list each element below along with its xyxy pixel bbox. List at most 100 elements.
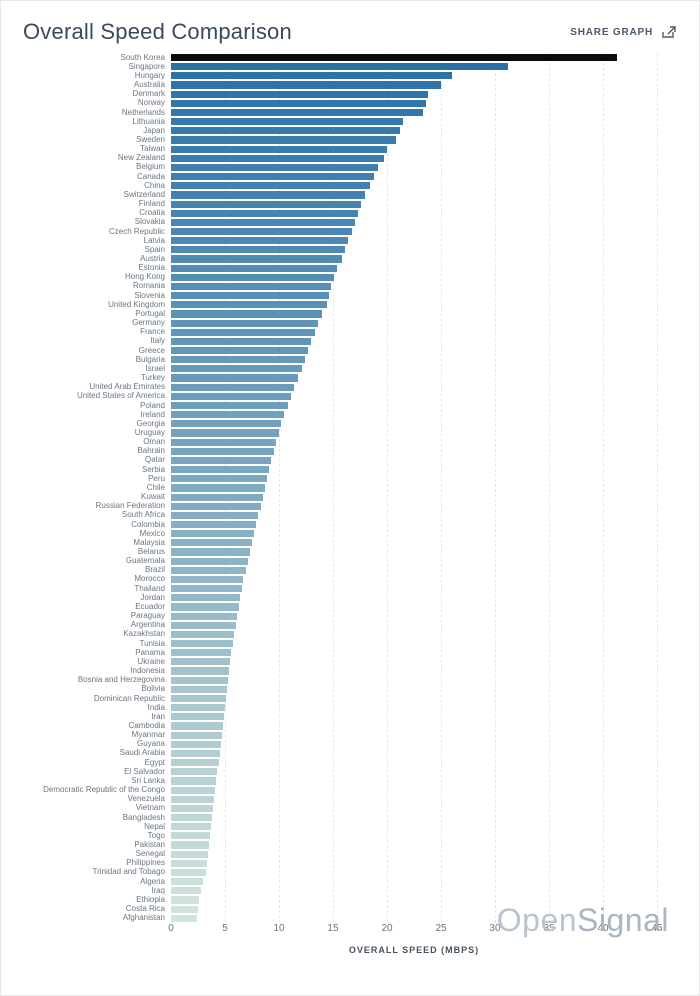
- bar: [171, 54, 617, 61]
- bar-label: Chile: [147, 484, 171, 492]
- bar-row: Egypt: [171, 758, 657, 767]
- bar-row: Estonia: [171, 264, 657, 273]
- bar-label: Austria: [140, 255, 171, 263]
- bar-label: Taiwan: [140, 145, 171, 153]
- bar-row: Croatia: [171, 209, 657, 218]
- bar: [171, 219, 355, 226]
- bar: [171, 741, 221, 748]
- bar: [171, 759, 219, 766]
- bar-label: Russian Federation: [96, 502, 171, 510]
- bar: [171, 329, 315, 336]
- bar-label: Costa Rica: [126, 905, 171, 913]
- bar-row: Myanmar: [171, 731, 657, 740]
- bar: [171, 512, 258, 519]
- bar: [171, 567, 246, 574]
- bar-label: Dominican Republic: [94, 695, 171, 703]
- bar: [171, 521, 256, 528]
- bar-row: Belarus: [171, 547, 657, 556]
- bar-row: Venezuela: [171, 795, 657, 804]
- bar-row: Panama: [171, 648, 657, 657]
- bar-row: Switzerland: [171, 190, 657, 199]
- bar-row: Slovakia: [171, 218, 657, 227]
- bar: [171, 292, 329, 299]
- bar-label: Trinidad and Tobago: [93, 868, 172, 876]
- bar: [171, 356, 305, 363]
- bar-row: Portugal: [171, 309, 657, 318]
- bar-label: Uruguay: [135, 429, 171, 437]
- bar-label: France: [140, 328, 171, 336]
- watermark-part1: Open: [497, 902, 577, 938]
- x-tick: 20: [381, 923, 392, 934]
- share-button[interactable]: SHARE GRAPH: [570, 25, 677, 39]
- bar-row: United Arab Emirates: [171, 383, 657, 392]
- bar-row: Hong Kong: [171, 273, 657, 282]
- share-icon: [661, 25, 677, 39]
- bar-label: Poland: [140, 402, 171, 410]
- bar: [171, 787, 215, 794]
- bar-row: Bahrain: [171, 447, 657, 456]
- bar-row: Mexico: [171, 529, 657, 538]
- bar-row: Israel: [171, 364, 657, 373]
- bar: [171, 768, 217, 775]
- bar-label: Ecuador: [135, 603, 171, 611]
- bar-label: Australia: [134, 81, 171, 89]
- bar-label: Iraq: [151, 887, 171, 895]
- bar-label: Belgium: [136, 163, 171, 171]
- bar: [171, 585, 242, 592]
- bar: [171, 860, 207, 867]
- bar-label: China: [144, 182, 171, 190]
- bar-row: Serbia: [171, 465, 657, 474]
- bar-label: Philippines: [126, 859, 171, 867]
- bar-row: Denmark: [171, 90, 657, 99]
- bar: [171, 146, 387, 153]
- bar-row: Guatemala: [171, 557, 657, 566]
- bar-row: Oman: [171, 438, 657, 447]
- x-tick: 25: [435, 923, 446, 934]
- bar-label: Czech Republic: [109, 228, 171, 236]
- bar: [171, 164, 378, 171]
- bar-row: Poland: [171, 401, 657, 410]
- bar: [171, 777, 216, 784]
- bar-row: France: [171, 328, 657, 337]
- bar: [171, 539, 252, 546]
- bar-row: Jordan: [171, 593, 657, 602]
- bar-row: Morocco: [171, 575, 657, 584]
- bar-series: South KoreaSingaporeHungaryAustraliaDenm…: [171, 53, 657, 923]
- bar-row: Ecuador: [171, 602, 657, 611]
- bar-label: Japan: [143, 127, 171, 135]
- bar: [171, 72, 452, 79]
- bar: [171, 530, 254, 537]
- gridline: [657, 53, 658, 923]
- bar-row: Slovenia: [171, 291, 657, 300]
- bar-row: Italy: [171, 337, 657, 346]
- bar-row: Malaysia: [171, 538, 657, 547]
- bar-row: Algeria: [171, 877, 657, 886]
- bar-label: South Korea: [121, 54, 171, 62]
- bar-label: Estonia: [138, 264, 171, 272]
- bar: [171, 814, 212, 821]
- bar-row: Philippines: [171, 859, 657, 868]
- bar-row: Bangladesh: [171, 813, 657, 822]
- bar: [171, 127, 400, 134]
- bar-row: Bolivia: [171, 685, 657, 694]
- bar: [171, 100, 426, 107]
- bar-label: Vietnam: [136, 804, 171, 812]
- bar: [171, 301, 327, 308]
- bar-label: Thailand: [134, 585, 171, 593]
- bar: [171, 402, 288, 409]
- bar-row: United States of America: [171, 392, 657, 401]
- bar-label: Bangladesh: [123, 814, 171, 822]
- bar-row: Singapore: [171, 62, 657, 71]
- bar: [171, 915, 197, 922]
- bar-label: Panama: [135, 649, 171, 657]
- bar-row: Brazil: [171, 566, 657, 575]
- bar-row: Germany: [171, 319, 657, 328]
- x-tick: 0: [168, 923, 174, 934]
- bar: [171, 677, 228, 684]
- bar: [171, 851, 208, 858]
- bar-label: Bolivia: [141, 685, 171, 693]
- bar-label: Bahrain: [137, 447, 171, 455]
- bar: [171, 91, 428, 98]
- bar-row: Spain: [171, 245, 657, 254]
- bar: [171, 228, 352, 235]
